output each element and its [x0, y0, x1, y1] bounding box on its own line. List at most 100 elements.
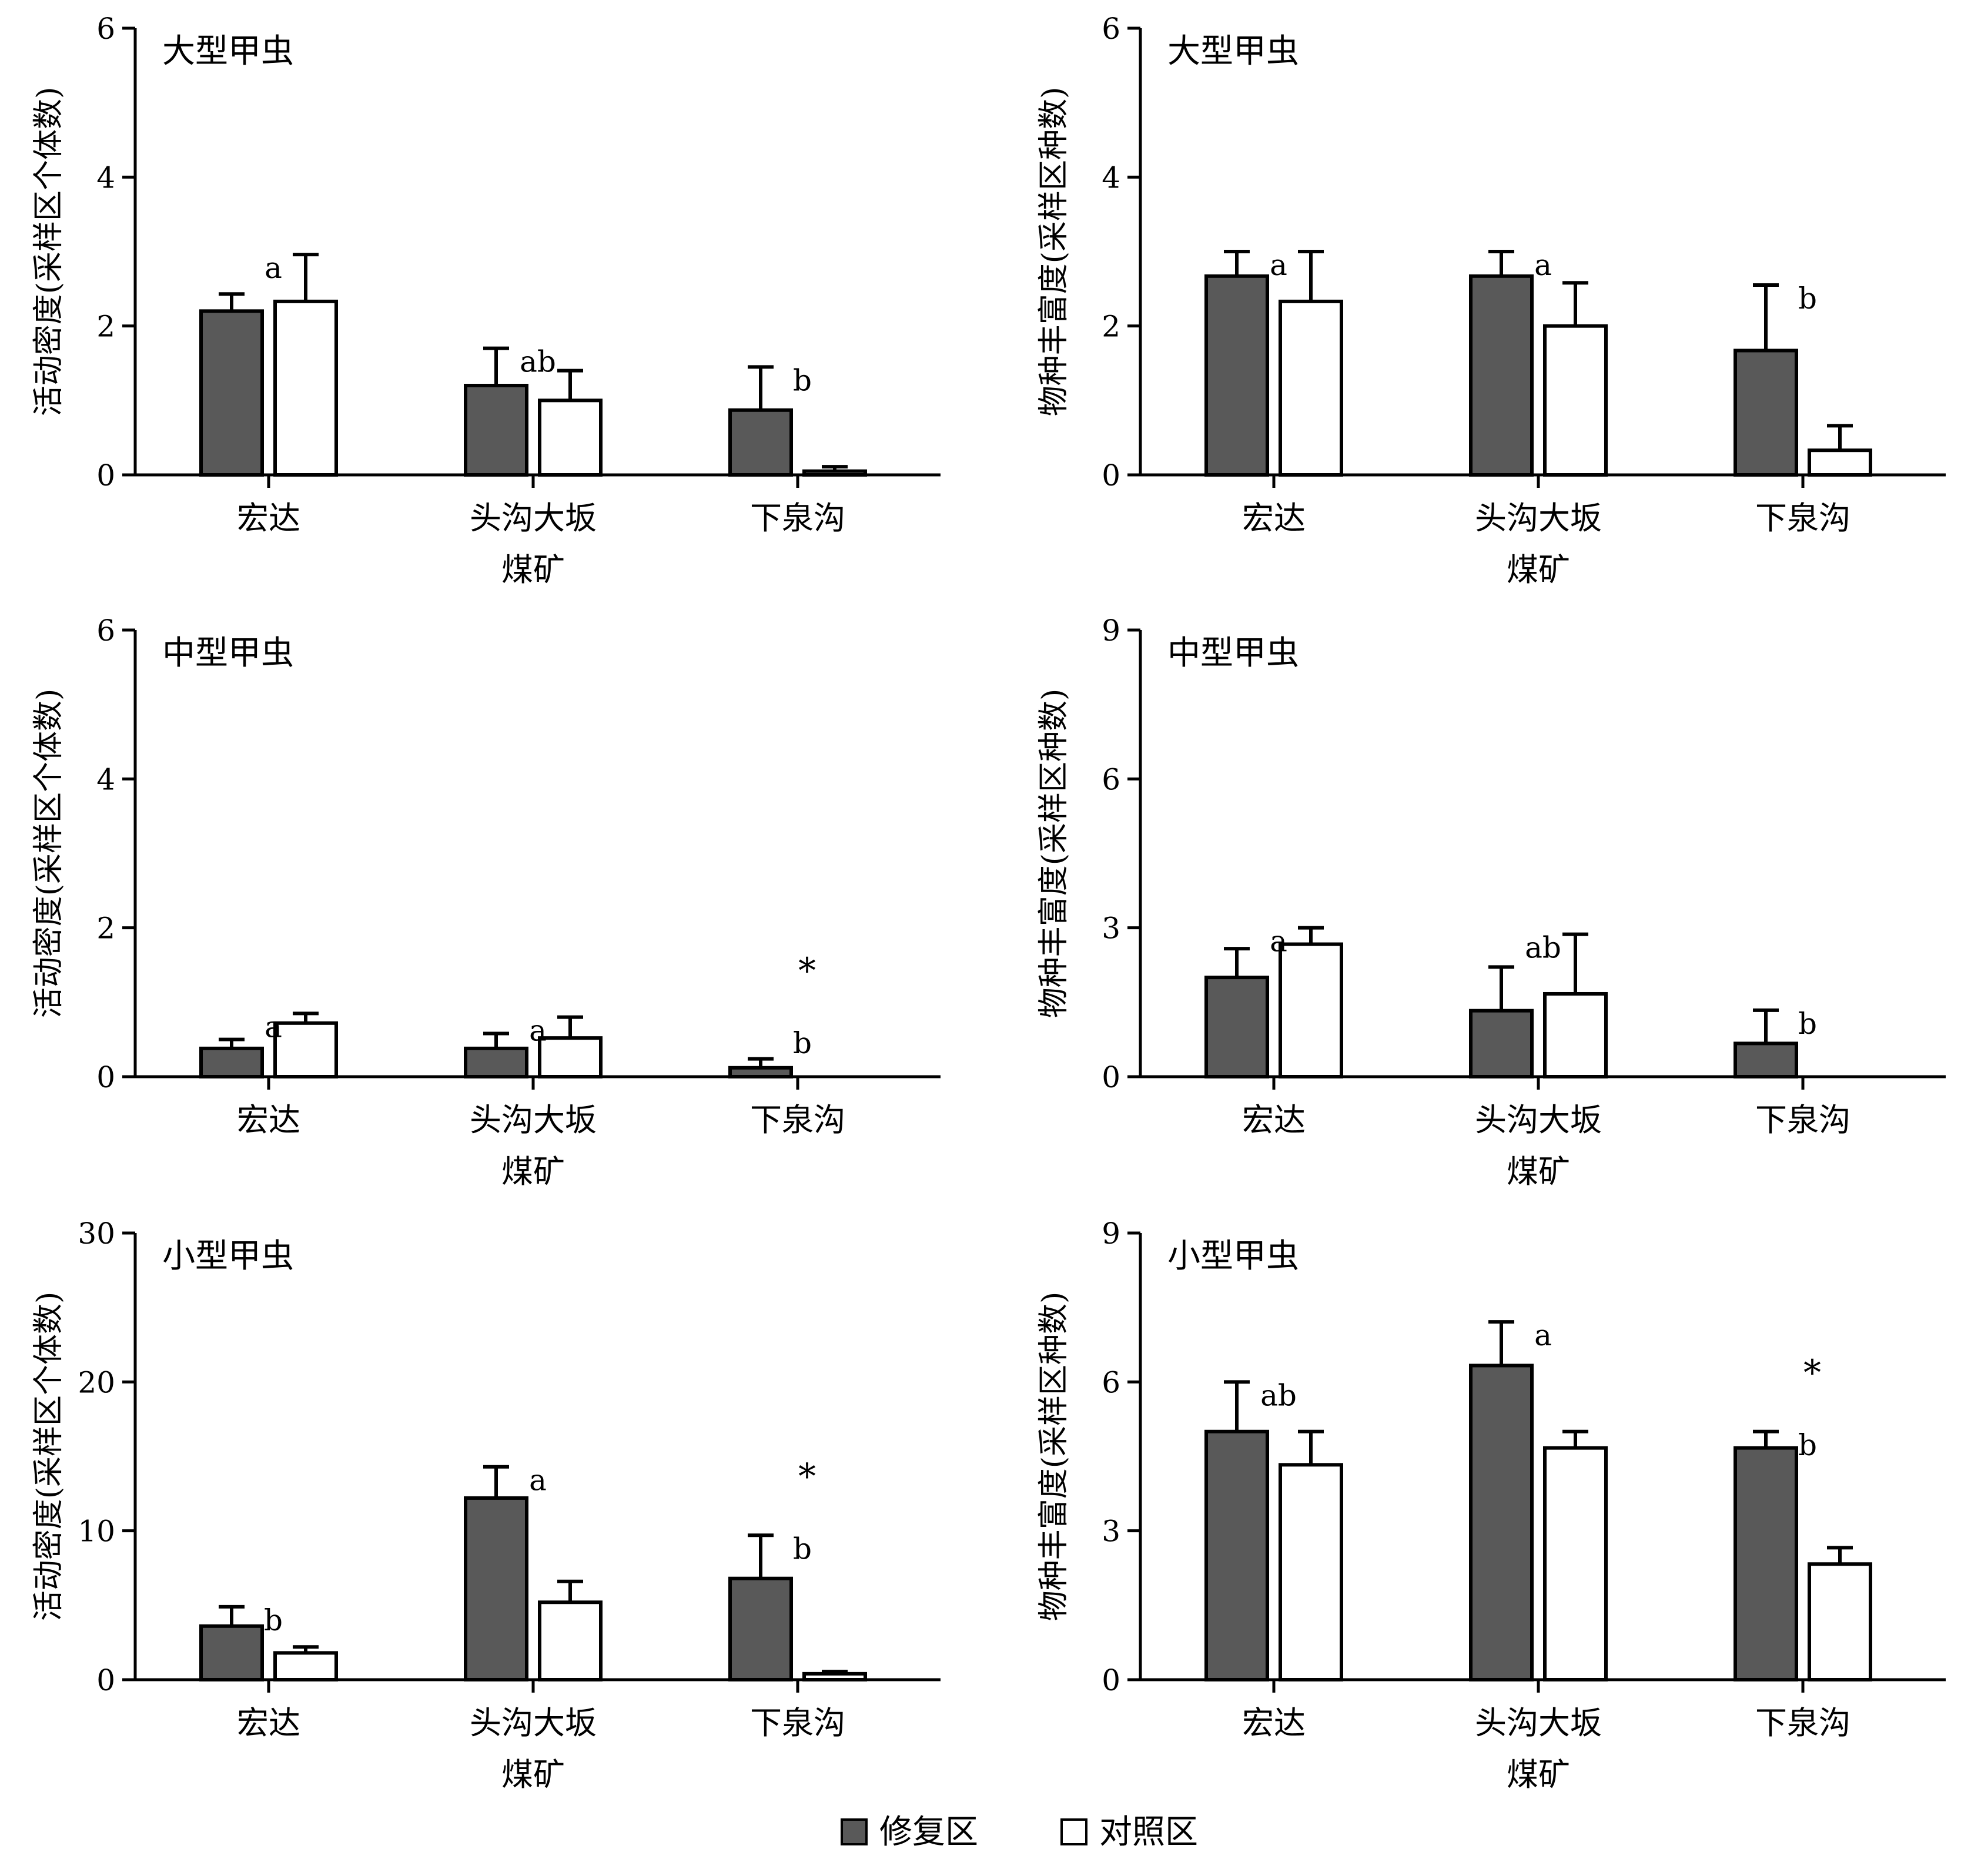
bar-restored	[1469, 1364, 1534, 1681]
y-axis-label: 物种丰富度(采样区种数)	[1036, 1292, 1072, 1622]
bar-control	[538, 398, 603, 477]
x-tick-label: 宏达	[1242, 1704, 1306, 1741]
significance-letter: b	[793, 363, 812, 397]
y-tick-label: 0	[96, 1060, 115, 1094]
y-tick-label: 10	[78, 1515, 115, 1549]
x-axis-label: 煤矿	[1507, 1153, 1570, 1190]
bar-restored	[1734, 1041, 1798, 1079]
significance-letter: a	[265, 251, 282, 285]
x-tick-label: 头沟大坂	[1475, 1101, 1602, 1138]
bar-restored	[464, 1496, 528, 1682]
y-tick-label: 0	[1102, 1060, 1120, 1094]
y-tick-label: 2	[1102, 310, 1120, 344]
y-tick-label: 6	[1102, 12, 1120, 46]
bar-control	[1543, 324, 1608, 477]
significance-letter: a	[529, 1014, 547, 1048]
x-axis-label: 煤矿	[1507, 551, 1570, 588]
panel-title: 中型甲虫	[1167, 634, 1299, 672]
y-tick-label: 30	[78, 1217, 115, 1251]
significance-letter: ab	[520, 345, 556, 379]
y-tick-label: 9	[1102, 1217, 1120, 1251]
legend: 修复区 对照区	[841, 1813, 1198, 1851]
bar-restored	[1734, 1446, 1798, 1682]
significance-star: *	[1803, 1352, 1821, 1393]
bar-control	[1543, 1446, 1608, 1682]
x-axis-label: 煤矿	[501, 1756, 565, 1793]
x-tick-label: 下泉沟	[1755, 1101, 1850, 1138]
bar-restored	[199, 1046, 264, 1079]
x-axis-label: 煤矿	[1507, 1756, 1570, 1793]
y-tick-label: 0	[96, 1663, 115, 1697]
y-axis-label: 活动密度(采样区个体数)	[31, 689, 66, 1019]
y-tick-label: 4	[1102, 160, 1120, 195]
bar-restored	[728, 1576, 793, 1682]
panel-title: 小型甲虫	[162, 1237, 294, 1275]
bar-restored	[1204, 1429, 1269, 1682]
significance-letter: b	[793, 1532, 812, 1566]
y-tick-label: 6	[96, 12, 115, 46]
panel-title: 大型甲虫	[1167, 32, 1299, 71]
significance-star: *	[798, 1456, 816, 1497]
y-tick-label: 0	[1102, 1663, 1120, 1697]
x-tick-label: 下泉沟	[1755, 1704, 1850, 1741]
bar-control	[538, 1036, 603, 1078]
x-tick-label: 宏达	[1242, 1101, 1306, 1138]
bar-control	[538, 1600, 603, 1681]
significance-letter: a	[1270, 924, 1287, 959]
y-axis-label: 物种丰富度(采样区种数)	[1036, 689, 1072, 1019]
significance-star: *	[798, 950, 816, 991]
significance-letter: a	[265, 1010, 282, 1044]
significance-letter: b	[1798, 1007, 1817, 1041]
bar-restored	[1734, 349, 1798, 477]
bar-control	[802, 1671, 867, 1682]
x-axis-label: 煤矿	[501, 1153, 565, 1190]
significance-letter: a	[1534, 248, 1552, 282]
legend-label-restored: 修复区	[879, 1813, 978, 1851]
x-tick-label: 头沟大坂	[470, 1704, 597, 1741]
x-tick-label: 宏达	[237, 500, 300, 537]
bar-restored	[1469, 1009, 1534, 1078]
y-tick-label: 3	[1102, 1515, 1120, 1549]
panel-title: 大型甲虫	[162, 32, 294, 71]
bar-control	[1279, 1463, 1343, 1681]
x-tick-label: 下泉沟	[750, 500, 845, 537]
significance-letter: ab	[1260, 1378, 1297, 1412]
y-tick-label: 0	[1102, 458, 1120, 493]
x-tick-label: 宏达	[1242, 500, 1306, 537]
significance-letter: b	[793, 1026, 812, 1060]
y-tick-label: 6	[96, 614, 115, 648]
bar-control	[1808, 1562, 1872, 1681]
bar-control	[1279, 299, 1343, 477]
significance-letter: b	[1798, 1428, 1817, 1462]
bar-restored	[199, 1624, 264, 1682]
y-axis-label: 活动密度(采样区个体数)	[31, 1292, 66, 1622]
bar-restored	[728, 408, 793, 477]
x-tick-label: 下泉沟	[1755, 500, 1850, 537]
legend-swatch-restored	[841, 1818, 868, 1845]
bar-control	[273, 299, 338, 477]
y-tick-label: 2	[96, 310, 115, 344]
y-tick-label: 9	[1102, 614, 1120, 648]
significance-letter: b	[264, 1603, 283, 1637]
y-tick-label: 4	[96, 160, 115, 195]
y-tick-label: 6	[1102, 762, 1120, 796]
bar-control	[1543, 991, 1608, 1078]
y-tick-label: 3	[1102, 912, 1120, 946]
y-tick-label: 4	[96, 762, 115, 796]
y-axis-label: 物种丰富度(采样区种数)	[1036, 87, 1072, 417]
x-tick-label: 宏达	[237, 1101, 300, 1138]
significance-letter: a	[1270, 248, 1287, 282]
y-tick-label: 0	[96, 458, 115, 493]
bar-control	[1279, 942, 1343, 1078]
y-tick-label: 20	[78, 1365, 115, 1399]
y-axis-label: 活动密度(采样区个体数)	[31, 87, 66, 417]
bar-control	[273, 1651, 338, 1681]
significance-letter: a	[1534, 1318, 1552, 1352]
y-tick-label: 6	[1102, 1365, 1120, 1399]
